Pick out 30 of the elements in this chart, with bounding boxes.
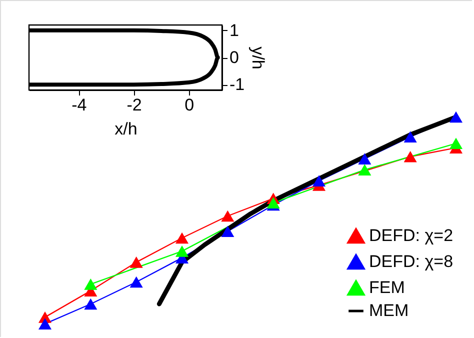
point — [130, 256, 143, 268]
y-tick-label: -1 — [230, 75, 245, 94]
x-tick-label: 0 — [184, 96, 194, 114]
y-tick-label: 1 — [230, 20, 239, 40]
x-tick-label: -2 — [126, 96, 142, 114]
point — [84, 298, 98, 310]
point — [175, 232, 189, 244]
point — [404, 150, 417, 162]
point — [38, 318, 52, 330]
point — [84, 278, 98, 290]
point — [175, 246, 189, 257]
line-series — [27, 28, 220, 87]
point — [449, 138, 463, 150]
legend-label: DEFD: χ=8 — [369, 252, 454, 271]
legend-label: DEFD: χ=2 — [369, 226, 454, 245]
x-axis-title: x/h — [114, 120, 138, 138]
x-tick-label: -4 — [72, 96, 87, 114]
point — [266, 197, 280, 208]
point — [358, 164, 372, 176]
point — [404, 131, 417, 142]
y-tick-label: 0 — [230, 48, 239, 67]
point — [312, 175, 326, 186]
point — [358, 153, 372, 164]
legend-label: FEM — [369, 278, 405, 297]
point — [221, 226, 234, 238]
y-axis-title: y/h — [248, 46, 268, 70]
point — [130, 276, 143, 288]
legend-label: MEM — [369, 301, 409, 320]
point — [449, 111, 463, 123]
point — [221, 210, 234, 222]
